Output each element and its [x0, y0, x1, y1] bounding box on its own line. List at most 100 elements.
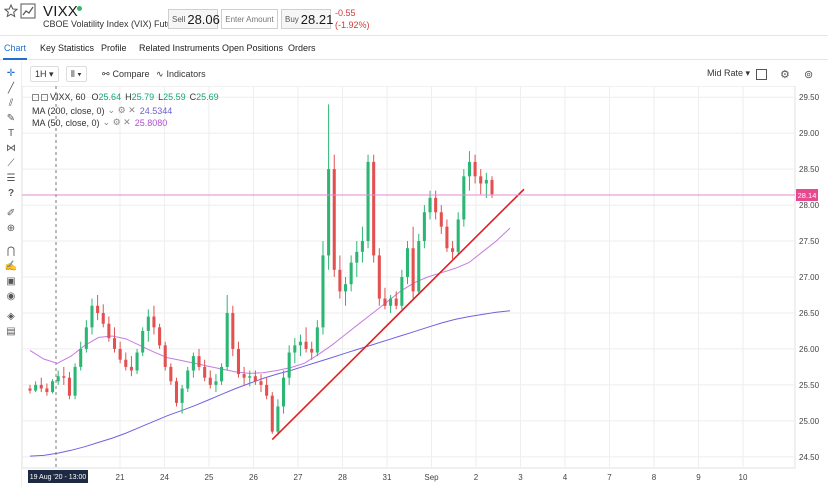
- candle-body: [124, 359, 128, 367]
- candle: [304, 327, 308, 353]
- x-tick-label: 8: [652, 473, 657, 482]
- text-icon[interactable]: T: [7, 128, 15, 139]
- legend-low-label: L: [158, 92, 164, 102]
- candle-body: [146, 316, 150, 331]
- y-tick-label: 27.50: [799, 237, 820, 246]
- x-tick-label: 25: [205, 473, 214, 482]
- ma50-legend[interactable]: MA (50, close, 0) ⌄ ⚙ ✕ 25.8080: [32, 117, 167, 128]
- candle-body: [220, 366, 224, 382]
- zoom-icon[interactable]: ⊕: [6, 223, 16, 234]
- price-chart[interactable]: 29.50 29.00 28.50 28.00 27.50 27.00 26.50 26.00…: [22, 86, 828, 487]
- y-tick-label: 27.00: [799, 273, 820, 282]
- interval-dropdown[interactable]: 1H ▾: [30, 66, 59, 82]
- multi-line-icon[interactable]: ⫽: [8, 98, 14, 109]
- candle-body: [39, 384, 43, 389]
- candle-body: [203, 366, 207, 378]
- tab-profile[interactable]: Profile: [101, 43, 127, 53]
- tab-open-positions[interactable]: Open Positions: [222, 43, 284, 53]
- candle-body: [62, 376, 66, 378]
- candle-body: [158, 327, 162, 346]
- tab-orders[interactable]: Orders: [288, 43, 316, 53]
- candle: [439, 205, 443, 234]
- fullscreen-button[interactable]: [756, 66, 767, 82]
- candle: [445, 219, 449, 252]
- legend-close-label: C: [189, 92, 197, 102]
- snapshot-button[interactable]: ⊚: [804, 66, 813, 82]
- tab-chart[interactable]: Chart: [4, 43, 27, 53]
- ma50-options-icon[interactable]: ⌄ ⚙ ✕: [102, 117, 131, 127]
- candle-body: [467, 161, 471, 177]
- candle: [383, 287, 387, 310]
- buy-price: 28.21: [300, 11, 334, 27]
- candle-body: [405, 248, 410, 277]
- buy-button[interactable]: Buy 28.21: [281, 9, 334, 29]
- x-tick-label: 28: [338, 473, 347, 482]
- candle-body: [315, 327, 319, 353]
- lock-draw-icon[interactable]: ✍: [4, 261, 18, 272]
- measure-icon[interactable]: ⟋: [7, 158, 15, 169]
- compare-button[interactable]: ⚯ Compare: [102, 66, 150, 82]
- layers-icon[interactable]: ◈: [7, 311, 15, 322]
- candle: [473, 154, 477, 184]
- candle: [225, 294, 229, 371]
- candle: [28, 384, 32, 394]
- eye-icon[interactable]: ◉: [6, 291, 16, 302]
- chart-type-dropdown[interactable]: ⫴ ▾: [66, 66, 87, 82]
- candle: [112, 327, 117, 353]
- collapse-icon[interactable]: [32, 93, 39, 101]
- candle: [287, 345, 291, 385]
- price-mode-dropdown[interactable]: Mid Rate ▾: [707, 68, 751, 78]
- ma50-label: MA (50, close, 0): [32, 117, 100, 128]
- candle-body: [462, 176, 466, 220]
- star-icon[interactable]: [4, 4, 18, 18]
- candle-body: [422, 212, 426, 242]
- brush-icon[interactable]: ✎: [6, 113, 16, 124]
- sell-button[interactable]: Sell 28.06: [168, 9, 220, 29]
- candle: [389, 294, 393, 313]
- settings-button[interactable]: ⚙: [780, 66, 790, 82]
- candle: [332, 154, 336, 277]
- tab-bar: Chart Key Statistics Profile Related Ins…: [0, 37, 828, 60]
- trendline: [271, 188, 525, 441]
- x-tick-label: 10: [739, 473, 748, 482]
- candle: [208, 370, 212, 389]
- pencil-icon[interactable]: ✐: [6, 208, 16, 219]
- candle: [360, 226, 364, 263]
- help-icon[interactable]: ?: [7, 188, 15, 199]
- indicators-button[interactable]: ∿ Indicators: [156, 66, 206, 82]
- candle-body: [377, 255, 381, 299]
- candle-body: [79, 348, 83, 367]
- indicators-icon: ∿: [156, 68, 164, 79]
- candle-body: [327, 169, 331, 256]
- sell-label: Sell: [172, 14, 186, 24]
- candle-body: [428, 197, 432, 213]
- crosshair-icon[interactable]: ✛: [6, 68, 16, 79]
- candle: [90, 298, 94, 335]
- x-tick-label: 2: [474, 473, 479, 482]
- candle: [174, 377, 179, 407]
- tab-key-statistics[interactable]: Key Statistics: [40, 43, 95, 53]
- ma200-legend[interactable]: MA (200, close, 0) ⌄ ⚙ ✕ 24.5344: [32, 105, 172, 116]
- candle: [56, 370, 60, 385]
- x-tick-label: 3: [518, 473, 523, 482]
- square-icon: [756, 68, 767, 80]
- pattern-icon[interactable]: ⋈: [6, 143, 16, 154]
- magnet-icon[interactable]: ⋂: [6, 246, 16, 257]
- candle-body: [174, 381, 179, 403]
- candle: [372, 154, 376, 263]
- tab-related-instruments[interactable]: Related Instruments: [139, 43, 220, 53]
- line-icon[interactable]: ╱: [7, 83, 15, 94]
- candle: [158, 323, 162, 349]
- amount-input[interactable]: [221, 9, 278, 29]
- trash-icon[interactable]: ▤: [6, 326, 16, 337]
- settings-square-icon[interactable]: [41, 93, 48, 101]
- lock-icon[interactable]: ▣: [6, 276, 16, 287]
- candle-body: [343, 284, 348, 292]
- candle-body: [186, 370, 190, 389]
- candle-body: [231, 312, 235, 349]
- candle: [467, 151, 471, 191]
- fib-icon[interactable]: ☰: [6, 173, 16, 184]
- legend-high-label: H: [125, 92, 132, 102]
- ma200-options-icon[interactable]: ⌄ ⚙ ✕: [107, 105, 136, 115]
- candle: [377, 248, 381, 306]
